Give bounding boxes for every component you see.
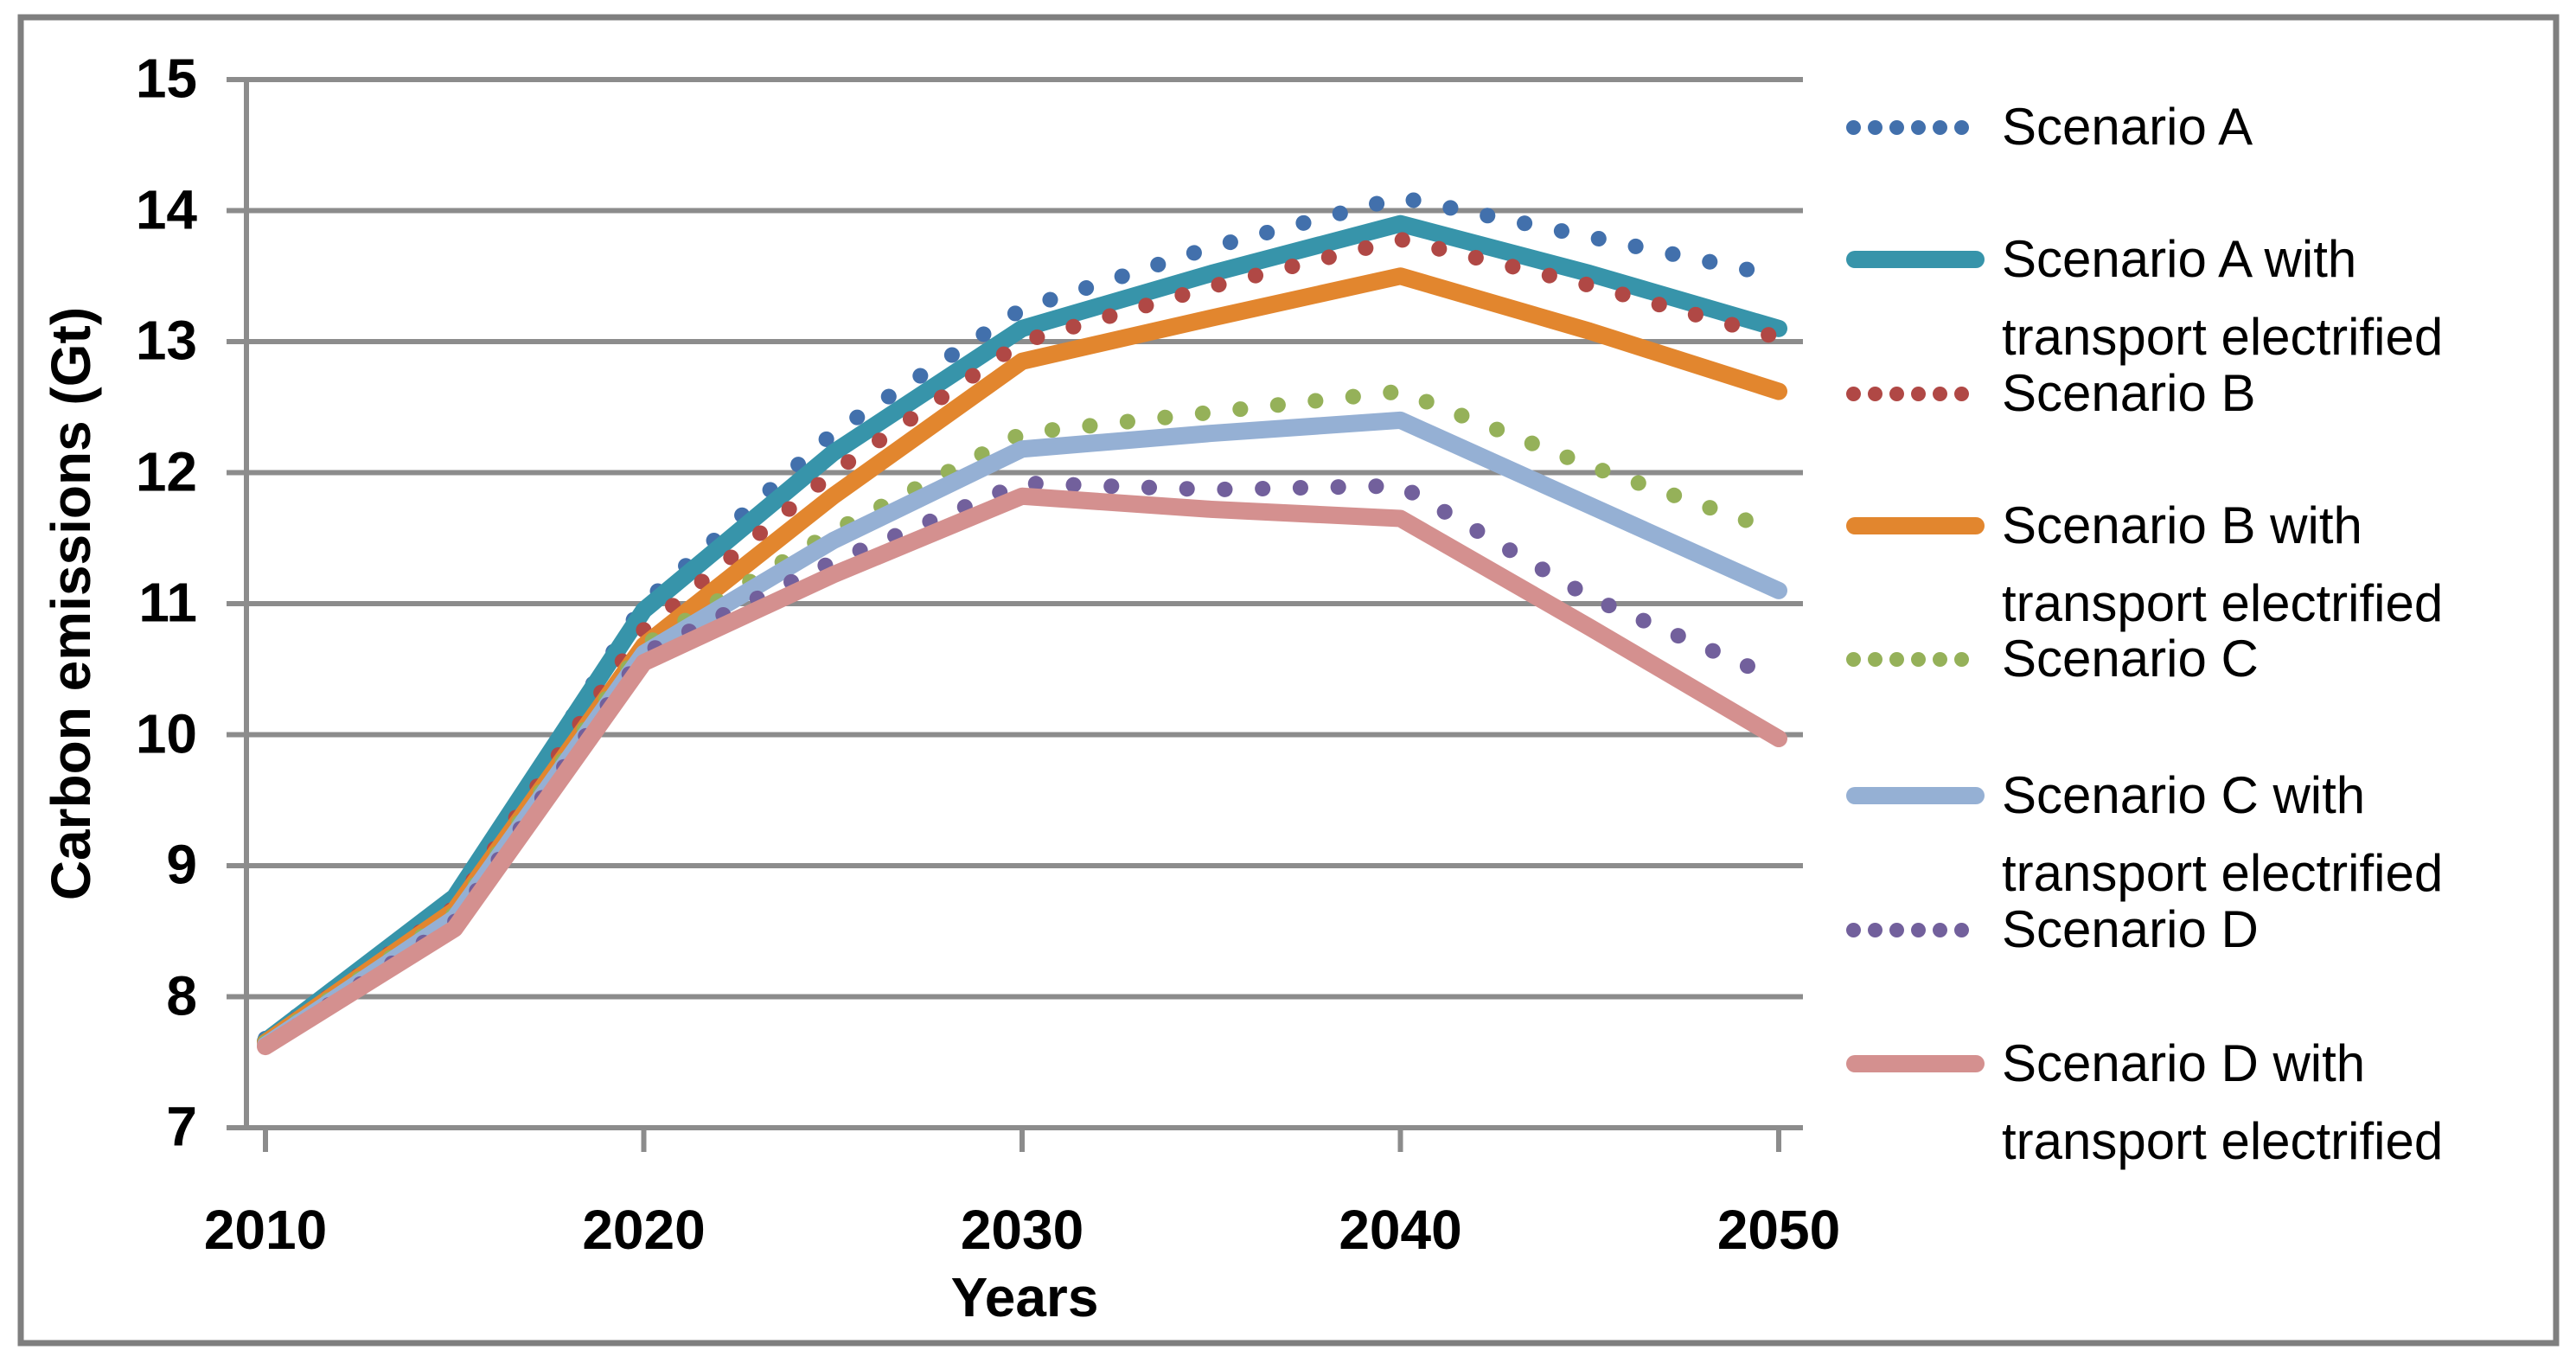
series-line-scenario-a-with-transport-electrified xyxy=(257,214,1787,1051)
plot-series xyxy=(257,189,1787,1056)
legend-dot xyxy=(1889,387,1904,401)
legend-item-scenario-c: Scenario C xyxy=(1846,620,2547,698)
series-line-scenario-d-with-transport-electrified xyxy=(257,487,1787,1056)
y-tick-label: 12 xyxy=(135,440,197,503)
legend-line xyxy=(1846,1055,1985,1072)
legend-label: Scenario D xyxy=(2002,900,2259,958)
y-tick-label: 15 xyxy=(135,47,197,110)
x-tick-label: 2030 xyxy=(960,1199,1084,1261)
dotted-line-swatch xyxy=(1846,912,1989,948)
legend-label: Scenario A with transport electrified xyxy=(2002,230,2444,366)
legend-dot xyxy=(1933,923,1947,937)
legend-label: Scenario D with transport electrified xyxy=(2002,1034,2444,1170)
x-tick-label: 2040 xyxy=(1339,1199,1462,1261)
legend-item-scenario-b: Scenario B xyxy=(1846,355,2547,432)
legend-item-scenario-d-electrified: Scenario D with transport electrified xyxy=(1846,1025,2547,1180)
legend-dot xyxy=(1954,923,1969,937)
dotted-line-swatch xyxy=(1846,109,1989,145)
x-tick-label: 2010 xyxy=(203,1199,328,1261)
legend-dot xyxy=(1954,387,1969,401)
x-axis-title: Years xyxy=(950,1266,1099,1328)
chart-outer-border-rect xyxy=(17,14,2560,1347)
series-line-scenario-b-with-transport-electrified xyxy=(257,267,1787,1052)
legend-dot xyxy=(1911,923,1926,937)
legend-dot xyxy=(1954,120,1969,135)
legend-label: Scenario B with transport electrified xyxy=(2002,496,2444,632)
dotted-line-swatch xyxy=(1846,375,1989,412)
legend-label: Scenario C with transport electrified xyxy=(2002,766,2444,902)
legend-item-scenario-c-electrified: Scenario C with transport electrified xyxy=(1846,757,2547,912)
legend-dot xyxy=(1846,923,1861,937)
y-tick-label: 14 xyxy=(135,178,197,241)
y-tick-label: 10 xyxy=(135,702,197,765)
legend-item-scenario-a: Scenario A xyxy=(1846,88,2547,166)
solid-line-swatch xyxy=(1846,508,1989,544)
chart-outer-border xyxy=(17,14,2560,1347)
legend-item-scenario-a-electrified: Scenario A with transport electrified xyxy=(1846,221,2547,376)
legend-label: Scenario A xyxy=(2002,98,2253,156)
legend-dot xyxy=(1889,923,1904,937)
dotted-line-swatch xyxy=(1846,641,1989,677)
legend-dot xyxy=(1933,120,1947,135)
legend-dot xyxy=(1846,120,1861,135)
y-tick-label: 7 xyxy=(166,1095,197,1158)
y-tick-label: 9 xyxy=(166,833,197,896)
y-tick-label: 11 xyxy=(138,571,197,634)
legend-line xyxy=(1846,517,1985,534)
legend-dot xyxy=(1889,120,1904,135)
legend-dot xyxy=(1846,387,1861,401)
legend-dot xyxy=(1889,652,1904,667)
legend-dot xyxy=(1911,387,1926,401)
legend-dot xyxy=(1911,652,1926,667)
legend-dot xyxy=(1954,652,1969,667)
legend-dot xyxy=(1868,652,1882,667)
legend-dot xyxy=(1868,923,1882,937)
gridlines xyxy=(246,77,1803,1130)
y-axis-title: Carbon emissions (Gt) xyxy=(40,306,102,901)
legend-dot xyxy=(1868,387,1882,401)
legend-item-scenario-d: Scenario D xyxy=(1846,891,2547,969)
legend-dot xyxy=(1911,120,1926,135)
x-tick-label: 2020 xyxy=(582,1199,706,1261)
legend-label: Scenario B xyxy=(2002,364,2256,422)
y-tick-label: 8 xyxy=(166,964,197,1027)
solid-line-swatch xyxy=(1846,777,1989,814)
legend-item-scenario-b-electrified: Scenario B with transport electrified xyxy=(1846,487,2547,643)
y-tick-label: 13 xyxy=(135,309,197,372)
x-tick-label: 2050 xyxy=(1716,1199,1841,1261)
legend-dot xyxy=(1868,120,1882,135)
solid-line-swatch xyxy=(1846,241,1989,278)
legend-line xyxy=(1846,787,1985,804)
legend-dot xyxy=(1933,387,1947,401)
legend-dot xyxy=(1933,652,1947,667)
legend-dot xyxy=(1846,652,1861,667)
series-line-scenario-d xyxy=(258,475,1787,1055)
legend: Scenario A Scenario A with transport ele… xyxy=(1846,0,2547,1350)
legend-line xyxy=(1846,251,1985,268)
legend-label: Scenario C xyxy=(2002,630,2259,688)
axes-and-ticks xyxy=(227,77,1781,1152)
series-line-scenario-a xyxy=(258,189,1787,1046)
solid-line-swatch xyxy=(1846,1046,1989,1082)
